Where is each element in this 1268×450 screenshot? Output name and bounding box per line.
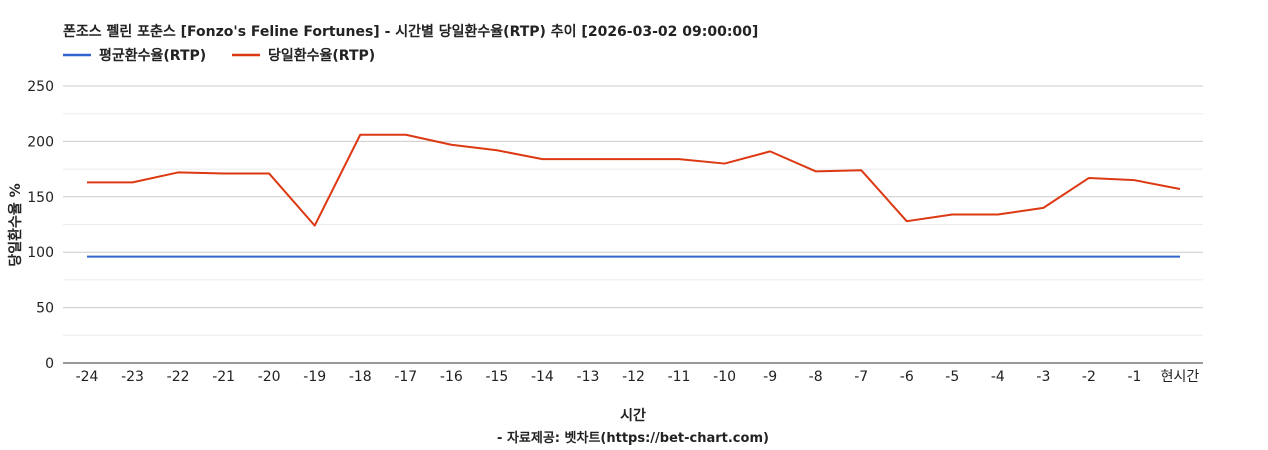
data-point[interactable] xyxy=(82,177,92,187)
data-point[interactable] xyxy=(219,252,229,262)
legend-label-avg: 평균환수율(RTP) xyxy=(99,47,206,64)
chart-title: 폰조스 펠린 포춘스 [Fonzo's Feline Fortunes] - 시… xyxy=(63,23,758,40)
data-point[interactable] xyxy=(264,252,274,262)
legend-label-daily: 당일환수율(RTP) xyxy=(268,47,375,64)
data-point[interactable] xyxy=(720,252,730,262)
x-tick-label: -13 xyxy=(577,369,600,385)
data-point[interactable] xyxy=(1084,252,1094,262)
data-point[interactable] xyxy=(993,252,1003,262)
data-point[interactable] xyxy=(401,252,411,262)
data-point[interactable] xyxy=(1038,203,1048,213)
data-source-note: - 자료제공: 벳차트(https://bet-chart.com) xyxy=(497,430,769,446)
data-point[interactable] xyxy=(947,210,957,220)
data-point[interactable] xyxy=(629,252,639,262)
data-point[interactable] xyxy=(811,166,821,176)
data-point[interactable] xyxy=(583,252,593,262)
x-tick-label: -4 xyxy=(991,369,1005,385)
data-point[interactable] xyxy=(765,146,775,156)
data-point[interactable] xyxy=(173,167,183,177)
x-tick-label: -18 xyxy=(349,369,372,385)
series xyxy=(82,130,1185,262)
x-tick-label: -17 xyxy=(394,369,417,385)
x-tick-label: -3 xyxy=(1036,369,1050,385)
grid xyxy=(63,85,1203,364)
y-tick-label: 150 xyxy=(27,190,54,206)
x-tick-label: -20 xyxy=(258,369,281,385)
x-tick-label: -11 xyxy=(668,369,691,385)
x-axis-label: 시간 xyxy=(620,407,646,424)
data-point[interactable] xyxy=(947,252,957,262)
y-tick-label: 250 xyxy=(27,79,54,95)
x-tick-label: -9 xyxy=(763,369,777,385)
x-tick-label: -7 xyxy=(854,369,868,385)
y-tick-label: 100 xyxy=(27,245,54,261)
data-point[interactable] xyxy=(492,252,502,262)
legend[interactable]: 평균환수율(RTP) 당일환수율(RTP) xyxy=(63,47,375,64)
data-point[interactable] xyxy=(629,154,639,164)
data-point[interactable] xyxy=(811,252,821,262)
series-line-1[interactable] xyxy=(87,133,1181,227)
data-point[interactable] xyxy=(902,252,912,262)
data-point[interactable] xyxy=(355,252,365,262)
x-tick-label: -2 xyxy=(1082,369,1096,385)
data-point[interactable] xyxy=(1038,252,1048,262)
data-point[interactable] xyxy=(993,210,1003,220)
data-point[interactable] xyxy=(902,216,912,226)
y-tick-label: 0 xyxy=(45,356,54,372)
data-point[interactable] xyxy=(401,130,411,140)
y-tick-label: 50 xyxy=(36,301,54,317)
y-tick-label: 200 xyxy=(27,134,54,150)
data-point[interactable] xyxy=(583,154,593,164)
data-point[interactable] xyxy=(82,252,92,262)
x-tick-label: -23 xyxy=(121,369,144,385)
x-tick-label: -16 xyxy=(440,369,463,385)
data-point[interactable] xyxy=(446,252,456,262)
x-tick-label: 현시간 xyxy=(1161,369,1200,385)
data-point[interactable] xyxy=(492,145,502,155)
data-point[interactable] xyxy=(674,252,684,262)
data-point[interactable] xyxy=(537,154,547,164)
x-tick-label: -19 xyxy=(303,369,326,385)
data-point[interactable] xyxy=(856,165,866,175)
x-tick-label: -10 xyxy=(713,369,736,385)
data-point[interactable] xyxy=(310,221,320,231)
y-axis-label: 당일환수율 % xyxy=(7,183,24,266)
x-tick-label: -22 xyxy=(167,369,190,385)
data-point[interactable] xyxy=(128,252,138,262)
data-point[interactable] xyxy=(446,140,456,150)
data-point[interactable] xyxy=(537,252,547,262)
x-tick-label: -5 xyxy=(945,369,959,385)
data-point[interactable] xyxy=(128,177,138,187)
x-tick-label: -15 xyxy=(485,369,508,385)
data-point[interactable] xyxy=(173,252,183,262)
x-tick-label: -1 xyxy=(1127,369,1141,385)
x-tick-label: -24 xyxy=(76,369,99,385)
x-tick-label: -6 xyxy=(900,369,914,385)
data-point[interactable] xyxy=(355,130,365,140)
data-point[interactable] xyxy=(1175,252,1185,262)
data-point[interactable] xyxy=(1084,173,1094,183)
x-tick-label: -8 xyxy=(809,369,823,385)
x-axis-ticks: -24 -23 -22 -21 -20 -19 -18 -17 -16 -15 -14 -13 -12 -… xyxy=(76,369,1200,385)
data-point[interactable] xyxy=(310,252,320,262)
data-point[interactable] xyxy=(1129,252,1139,262)
data-point[interactable] xyxy=(1129,175,1139,185)
x-tick-label: -12 xyxy=(622,369,645,385)
data-point[interactable] xyxy=(1175,184,1185,194)
data-point[interactable] xyxy=(674,154,684,164)
data-point[interactable] xyxy=(856,252,866,262)
data-point[interactable] xyxy=(765,252,775,262)
x-tick-label: -14 xyxy=(531,369,554,385)
x-tick-label: -21 xyxy=(212,369,235,385)
data-point[interactable] xyxy=(219,169,229,179)
y-axis-ticks: 0 50 100 150 200 250 xyxy=(27,79,54,372)
data-point[interactable] xyxy=(264,169,274,179)
data-point[interactable] xyxy=(720,159,730,169)
